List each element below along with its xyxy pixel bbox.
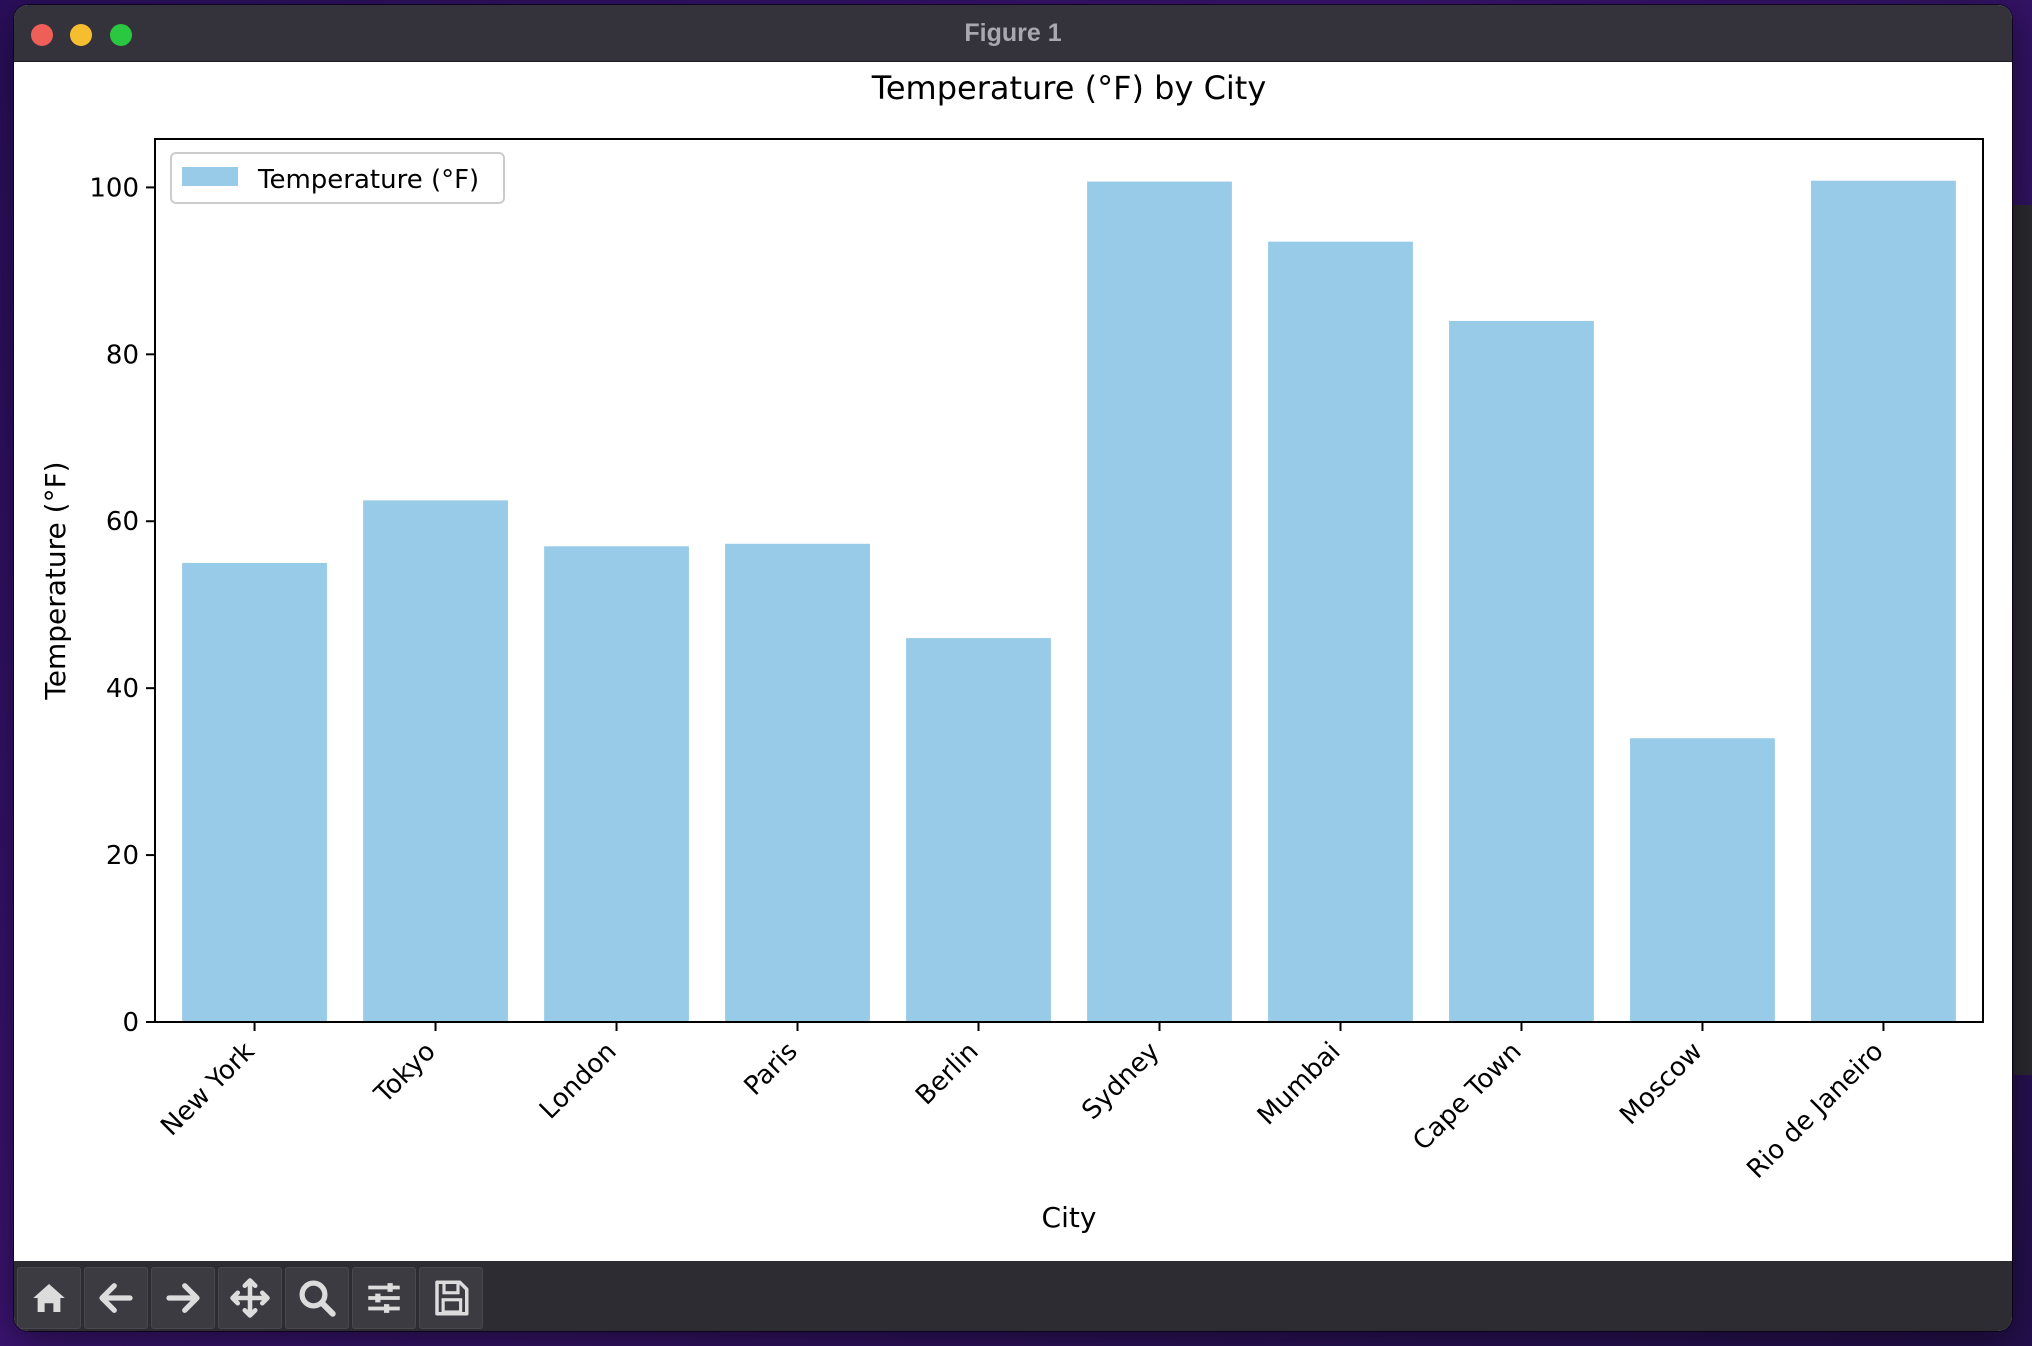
y-axis-label: Temperature (°F) bbox=[39, 461, 72, 700]
bar-7 bbox=[1449, 320, 1594, 1022]
home-button[interactable] bbox=[17, 1267, 81, 1329]
back-arrow-icon bbox=[99, 1283, 133, 1313]
x-axis-label: City bbox=[1042, 1201, 1097, 1234]
back-button[interactable] bbox=[84, 1267, 148, 1329]
save-button[interactable] bbox=[419, 1267, 483, 1329]
background-window-edge bbox=[2014, 205, 2032, 1075]
legend-label: Temperature (°F) bbox=[257, 165, 479, 195]
legend-swatch bbox=[182, 167, 238, 186]
zoom-icon bbox=[299, 1280, 336, 1317]
y-tick-label-2: 40 bbox=[106, 674, 139, 704]
minimize-button[interactable] bbox=[70, 24, 92, 46]
configure-subplots-icon bbox=[368, 1283, 400, 1313]
x-tick-label-9: Rio de Janeiro bbox=[1741, 1037, 1889, 1185]
home-icon bbox=[33, 1284, 65, 1312]
x-tick-label-1: Tokyo bbox=[368, 1037, 441, 1110]
y-tick-label-0: 0 bbox=[122, 1008, 139, 1038]
figure-canvas: Temperature (°F) by City 0 20 40 60 80 100 New … bbox=[14, 62, 2012, 1264]
maximize-button[interactable] bbox=[110, 24, 132, 46]
pan-button[interactable] bbox=[218, 1267, 282, 1329]
y-tick-label-5: 100 bbox=[89, 173, 139, 203]
forward-arrow-icon bbox=[166, 1283, 200, 1313]
navigation-toolbar bbox=[14, 1261, 2012, 1331]
bar-9 bbox=[1811, 180, 1956, 1022]
configure-subplots-button[interactable] bbox=[352, 1267, 416, 1329]
bar-8 bbox=[1630, 738, 1775, 1022]
y-tick-label-3: 60 bbox=[106, 507, 139, 537]
x-tick-label-2: London bbox=[534, 1037, 623, 1126]
bar-5 bbox=[1087, 181, 1232, 1022]
x-tick-label-8: Moscow bbox=[1614, 1037, 1708, 1131]
y-tick-label-1: 20 bbox=[106, 841, 139, 871]
x-tick-label-5: Sydney bbox=[1076, 1037, 1165, 1126]
save-icon bbox=[435, 1280, 469, 1316]
y-tick-label-4: 80 bbox=[106, 340, 139, 370]
x-tick-label-7: Cape Town bbox=[1407, 1037, 1527, 1157]
x-tick-label-0: New York bbox=[155, 1037, 260, 1142]
bar-2 bbox=[544, 546, 689, 1022]
figure-window: Figure 1 Temperature (°F) by City 0 20 40 60… bbox=[14, 5, 2012, 1331]
close-button[interactable] bbox=[31, 24, 53, 46]
plot-frame bbox=[154, 138, 1984, 1023]
bar-1 bbox=[363, 500, 508, 1022]
zoom-button[interactable] bbox=[285, 1267, 349, 1329]
x-tick-label-3: Paris bbox=[739, 1037, 804, 1102]
bar-0 bbox=[182, 562, 327, 1022]
title-bar[interactable]: Figure 1 bbox=[14, 5, 2012, 62]
pan-icon bbox=[230, 1278, 270, 1318]
bar-4 bbox=[906, 638, 1051, 1022]
window-title: Figure 1 bbox=[964, 19, 1062, 47]
x-tick-label-6: Mumbai bbox=[1252, 1037, 1347, 1132]
bar-chart: Temperature (°F) by City 0 20 40 60 80 100 New … bbox=[39, 69, 1984, 1234]
bar-3 bbox=[725, 543, 870, 1022]
x-tick-label-4: Berlin bbox=[910, 1037, 985, 1112]
forward-button[interactable] bbox=[151, 1267, 215, 1329]
legend-box bbox=[170, 152, 505, 204]
chart-title: Temperature (°F) by City bbox=[871, 69, 1267, 107]
bar-6 bbox=[1268, 241, 1413, 1022]
